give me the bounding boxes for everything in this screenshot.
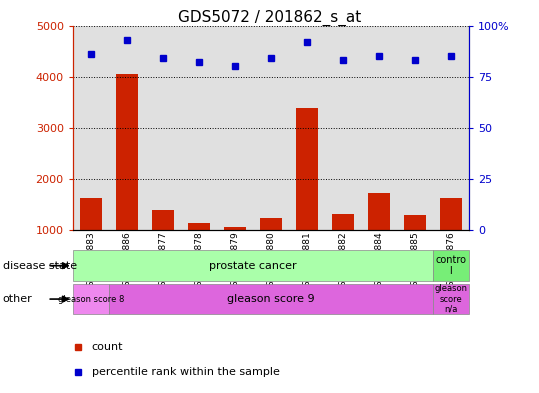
- Text: gleason
score
n/a: gleason score n/a: [434, 284, 467, 314]
- Text: disease state: disease state: [3, 261, 77, 271]
- Text: gleason score 8: gleason score 8: [58, 295, 124, 303]
- Bar: [152, 211, 174, 281]
- Bar: [116, 74, 137, 281]
- Bar: [404, 215, 426, 281]
- Bar: [440, 198, 462, 281]
- Text: gleason score 9: gleason score 9: [227, 294, 315, 304]
- Text: GDS5072 / 201862_s_at: GDS5072 / 201862_s_at: [178, 10, 361, 26]
- Text: contro
l: contro l: [436, 255, 466, 276]
- Text: count: count: [92, 342, 123, 352]
- Text: prostate cancer: prostate cancer: [209, 261, 296, 271]
- Bar: [433, 284, 469, 314]
- Text: other: other: [3, 294, 32, 304]
- Bar: [433, 250, 469, 281]
- Bar: [80, 198, 101, 281]
- Bar: [332, 214, 354, 281]
- Bar: [73, 284, 109, 314]
- Text: percentile rank within the sample: percentile rank within the sample: [92, 367, 280, 377]
- Bar: [368, 193, 390, 281]
- Bar: [109, 284, 433, 314]
- Bar: [296, 108, 317, 281]
- Bar: [188, 223, 210, 281]
- Bar: [224, 227, 246, 281]
- Bar: [260, 218, 282, 281]
